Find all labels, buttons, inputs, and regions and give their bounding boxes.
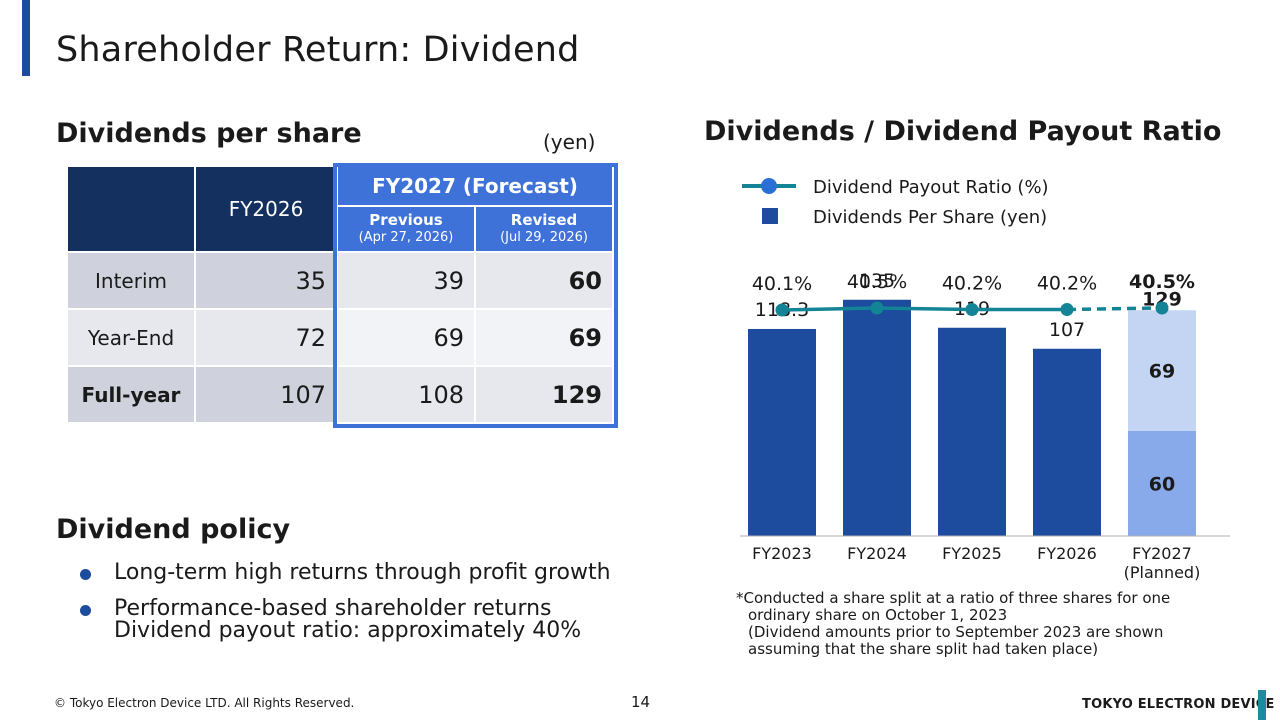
payout-value-label: 40.1% bbox=[752, 273, 812, 295]
row-label: Year-End bbox=[66, 308, 196, 367]
dividend-table: FY2026 FY2027 (Forecast) Previous (Apr 2… bbox=[66, 165, 615, 424]
legend-label-payout-ratio: Dividend Payout Ratio (%) bbox=[813, 177, 1049, 198]
note-line: *Conducted a share split at a ratio of t… bbox=[736, 589, 1171, 607]
payout-value-label: 40.2% bbox=[1037, 273, 1097, 295]
bar-segment-label: 69 bbox=[1149, 361, 1175, 383]
payout-value-label: 40.5% bbox=[847, 271, 907, 293]
bar-fy2024 bbox=[843, 299, 911, 536]
payout-line-segment bbox=[1066, 306, 1163, 312]
payout-value-label: 40.2% bbox=[942, 273, 1002, 295]
footer-accent-bar bbox=[1258, 690, 1266, 720]
dps-heading: Dividends per share bbox=[56, 118, 362, 149]
company-logo-text: TOKYO ELECTRON DEVICE bbox=[1082, 697, 1275, 712]
note-line: ordinary share on October 1, 2023 bbox=[748, 606, 1008, 624]
cell-revised: 129 bbox=[473, 365, 615, 424]
header-revised-date: (Jul 29, 2026) bbox=[500, 230, 588, 245]
slide-title: Shareholder Return: Dividend bbox=[56, 30, 580, 70]
cell-previous: 39 bbox=[336, 251, 476, 310]
bar-fy2025 bbox=[938, 327, 1006, 536]
chart-heading: Dividends / Dividend Payout Ratio bbox=[704, 116, 1222, 147]
row-label: Interim bbox=[66, 251, 196, 310]
bullet-text: Long-term high returns through profit gr… bbox=[114, 560, 611, 585]
policy-bullet: Long-term high returns through profit gr… bbox=[78, 562, 611, 584]
cell-revised: 60 bbox=[473, 251, 615, 310]
header-revised-label: Revised bbox=[510, 211, 578, 229]
row-label: Full-year bbox=[66, 365, 196, 424]
x-tick-label: FY2024 bbox=[847, 544, 907, 563]
bar-fy2027-year-end bbox=[1128, 310, 1196, 431]
header-fy2026: FY2026 bbox=[194, 165, 338, 253]
bullet-dot-icon bbox=[80, 605, 91, 616]
payout-line-segment bbox=[781, 306, 878, 312]
header-revised: Revised (Jul 29, 2026) bbox=[473, 205, 615, 253]
payout-point bbox=[870, 301, 884, 315]
bar-fy2027-interim bbox=[1128, 431, 1196, 536]
x-tick-label: FY2027 bbox=[1132, 544, 1192, 563]
policy-bullets: Long-term high returns through profit gr… bbox=[78, 562, 611, 656]
bar-total-label: 129 bbox=[1142, 288, 1182, 310]
table-row-full-year: Full-year 107 108 129 bbox=[66, 365, 615, 424]
payout-point bbox=[1155, 301, 1169, 315]
payout-point bbox=[965, 303, 979, 316]
title-accent-bar bbox=[22, 0, 30, 76]
header-previous: Previous (Apr 27, 2026) bbox=[336, 205, 476, 253]
note-line: assuming that the share split had taken … bbox=[748, 640, 1099, 658]
x-tick-label: FY2023 bbox=[752, 544, 812, 563]
cell-fy2026: 35 bbox=[194, 251, 338, 310]
bullet-text: Performance-based shareholder returns bbox=[114, 596, 552, 621]
table-corner-cell bbox=[66, 165, 196, 253]
header-forecast-group: FY2027 (Forecast) bbox=[335, 165, 615, 207]
header-previous-date: (Apr 27, 2026) bbox=[358, 230, 454, 245]
x-tick-label: FY2026 bbox=[1037, 544, 1097, 563]
cell-revised: 69 bbox=[473, 308, 615, 367]
cell-fy2026: 107 bbox=[194, 365, 338, 424]
legend-line-marker bbox=[761, 178, 777, 194]
copyright: © Tokyo Electron Device LTD. All Rights … bbox=[54, 696, 355, 710]
cell-previous: 69 bbox=[336, 308, 476, 367]
note-line: (Dividend amounts prior to September 202… bbox=[748, 623, 1164, 641]
x-tick-sublabel: (Planned) bbox=[1124, 563, 1201, 582]
bar-segment-label: 60 bbox=[1149, 474, 1175, 496]
payout-point bbox=[1060, 303, 1074, 316]
split-note: *Conducted a share split at a ratio of t… bbox=[736, 590, 1170, 658]
bar-value-label: 107 bbox=[1049, 319, 1085, 341]
bar-fy2026 bbox=[1033, 348, 1101, 536]
legend-bar-swatch bbox=[762, 208, 778, 224]
bar-value-label: 135 bbox=[859, 270, 895, 292]
bullet-text-line2: Dividend payout ratio: approximately 40% bbox=[114, 618, 582, 643]
policy-bullet: Performance-based shareholder returns Di… bbox=[78, 598, 611, 642]
payout-line-segment bbox=[876, 306, 973, 312]
dividend-chart: Dividend Payout Ratio (%) Dividends Per S… bbox=[740, 177, 1230, 582]
cell-fy2026: 72 bbox=[194, 308, 338, 367]
header-previous-label: Previous bbox=[369, 211, 443, 229]
bullet-dot-icon bbox=[80, 569, 91, 580]
table-row-interim: Interim 35 39 60 bbox=[66, 251, 615, 310]
cell-previous: 108 bbox=[336, 365, 476, 424]
unit-label: (yen) bbox=[543, 130, 596, 154]
x-tick-label: FY2025 bbox=[942, 544, 1002, 563]
payout-value-label: 40.5% bbox=[1129, 271, 1195, 293]
page-number: 14 bbox=[631, 693, 651, 711]
policy-heading: Dividend policy bbox=[56, 514, 291, 545]
bar-fy2023 bbox=[748, 328, 816, 536]
legend-label-dps: Dividends Per Share (yen) bbox=[813, 207, 1047, 228]
payout-point bbox=[775, 303, 789, 317]
table-row-year-end: Year-End 72 69 69 bbox=[66, 308, 615, 367]
